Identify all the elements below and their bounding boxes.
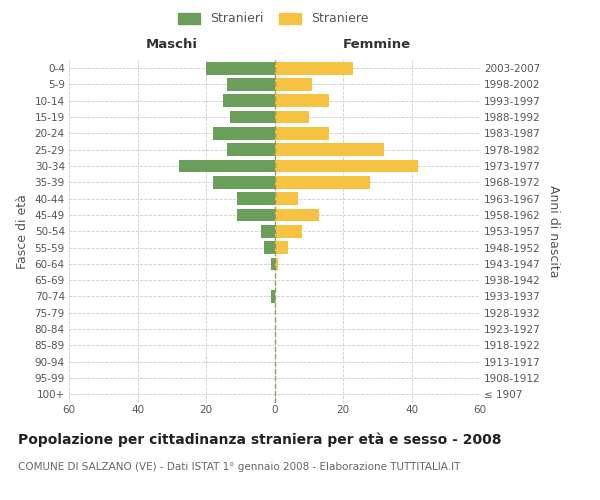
Bar bbox=[275, 208, 319, 222]
Text: COMUNE DI SALZANO (VE) - Dati ISTAT 1° gennaio 2008 - Elaborazione TUTTITALIA.IT: COMUNE DI SALZANO (VE) - Dati ISTAT 1° g… bbox=[18, 462, 460, 472]
Text: Popolazione per cittadinanza straniera per età e sesso - 2008: Popolazione per cittadinanza straniera p… bbox=[18, 432, 502, 447]
Bar bbox=[271, 258, 275, 270]
Bar bbox=[227, 78, 275, 91]
Bar bbox=[271, 290, 275, 303]
Y-axis label: Fasce di età: Fasce di età bbox=[16, 194, 29, 268]
Bar bbox=[206, 62, 275, 74]
Bar bbox=[223, 94, 275, 107]
Y-axis label: Anni di nascita: Anni di nascita bbox=[547, 185, 560, 278]
Bar bbox=[230, 110, 275, 124]
Bar bbox=[275, 144, 384, 156]
Text: Maschi: Maschi bbox=[146, 38, 198, 52]
Bar bbox=[275, 192, 298, 205]
Bar bbox=[275, 258, 278, 270]
Bar bbox=[275, 78, 312, 91]
Bar bbox=[275, 225, 302, 237]
Bar bbox=[264, 241, 275, 254]
Text: Femmine: Femmine bbox=[343, 38, 412, 52]
Bar bbox=[275, 160, 418, 172]
Bar bbox=[213, 176, 275, 188]
Legend: Stranieri, Straniere: Stranieri, Straniere bbox=[174, 8, 372, 29]
Bar bbox=[275, 176, 370, 188]
Bar bbox=[237, 192, 275, 205]
Bar bbox=[261, 225, 275, 237]
Bar bbox=[179, 160, 275, 172]
Bar bbox=[275, 127, 329, 140]
Bar bbox=[275, 94, 329, 107]
Bar bbox=[213, 127, 275, 140]
Bar bbox=[275, 62, 353, 74]
Bar bbox=[237, 208, 275, 222]
Bar bbox=[275, 241, 288, 254]
Bar bbox=[275, 110, 309, 124]
Bar bbox=[227, 144, 275, 156]
